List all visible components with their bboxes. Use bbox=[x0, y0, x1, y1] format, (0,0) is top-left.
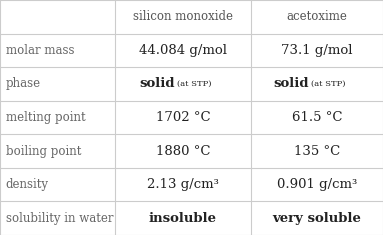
Text: solubility in water: solubility in water bbox=[6, 212, 113, 225]
Text: phase: phase bbox=[6, 77, 41, 90]
Text: boiling point: boiling point bbox=[6, 145, 81, 158]
Text: 61.5 °C: 61.5 °C bbox=[292, 111, 342, 124]
Text: 135 °C: 135 °C bbox=[294, 145, 340, 158]
Text: density: density bbox=[6, 178, 49, 191]
Text: 44.084 g/mol: 44.084 g/mol bbox=[139, 44, 227, 57]
Text: 1702 °C: 1702 °C bbox=[155, 111, 210, 124]
Text: 2.13 g/cm³: 2.13 g/cm³ bbox=[147, 178, 219, 191]
Text: insoluble: insoluble bbox=[149, 212, 217, 225]
Text: 0.901 g/cm³: 0.901 g/cm³ bbox=[277, 178, 357, 191]
Text: (at STP): (at STP) bbox=[311, 80, 346, 88]
Text: acetoxime: acetoxime bbox=[286, 10, 347, 23]
Text: molar mass: molar mass bbox=[6, 44, 74, 57]
Text: very soluble: very soluble bbox=[272, 212, 362, 225]
Text: (at STP): (at STP) bbox=[177, 80, 212, 88]
Text: 1880 °C: 1880 °C bbox=[155, 145, 210, 158]
Text: solid: solid bbox=[274, 77, 309, 90]
Text: solid: solid bbox=[140, 77, 175, 90]
Text: melting point: melting point bbox=[6, 111, 85, 124]
Text: 73.1 g/mol: 73.1 g/mol bbox=[281, 44, 353, 57]
Text: silicon monoxide: silicon monoxide bbox=[133, 10, 233, 23]
